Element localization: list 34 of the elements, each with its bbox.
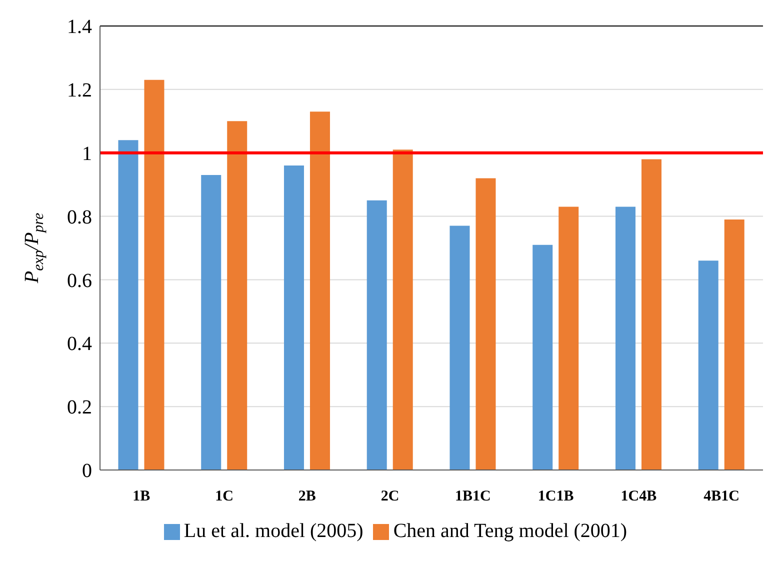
y-tick-label: 0 <box>82 460 92 482</box>
x-tick-label: 2B <box>298 488 316 505</box>
y-tick-label: 1 <box>82 142 92 165</box>
x-tick-label: 1B1C <box>455 488 491 505</box>
legend-label: Lu et al. model (2005) <box>184 520 364 542</box>
bar <box>201 175 222 470</box>
bar <box>615 206 636 470</box>
bar <box>366 200 387 470</box>
bar <box>227 121 248 470</box>
y-tick-label: 1.4 <box>67 16 92 38</box>
y-tick-label: 0.8 <box>67 206 92 228</box>
bar <box>118 140 138 470</box>
y-tick-label: 0.2 <box>67 396 92 419</box>
y-tick-label: 1.2 <box>67 80 92 102</box>
x-tick-label: 1C1B <box>538 488 574 505</box>
bar <box>532 244 553 470</box>
bar <box>392 150 413 470</box>
x-tick-label: 1C4B <box>620 488 657 505</box>
x-tick-label: 1B <box>132 488 150 505</box>
bar <box>698 260 718 470</box>
bar <box>450 226 470 470</box>
legend-label: Chen and Teng model (2001) <box>393 520 628 542</box>
bar <box>476 178 496 470</box>
bar <box>558 206 579 470</box>
bar <box>284 166 304 470</box>
bar <box>724 219 744 470</box>
bar <box>310 112 330 470</box>
x-tick-label: 4B1C <box>704 488 740 505</box>
y-tick-label: 0.4 <box>67 333 92 356</box>
bar <box>641 159 662 470</box>
x-tick-label: 1C <box>215 488 234 505</box>
x-tick-label: 2C <box>380 488 400 505</box>
y-tick-label: 0.6 <box>67 270 92 292</box>
bar <box>144 80 164 470</box>
